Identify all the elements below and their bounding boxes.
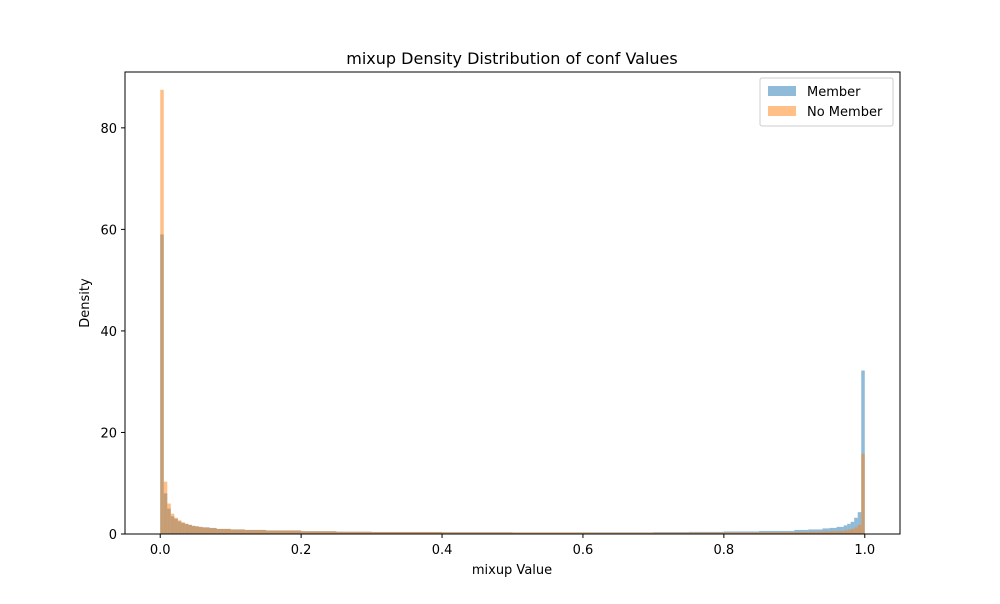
histogram-bar (829, 531, 837, 534)
histogram-bar (301, 531, 337, 534)
x-tick-label: 1.0 (854, 543, 875, 558)
histogram-bar (582, 532, 654, 534)
histogram-bar (336, 531, 372, 534)
histogram-bar (847, 529, 851, 534)
y-tick-label: 0 (109, 528, 117, 543)
histogram-bar (160, 89, 164, 535)
histogram-bar (371, 531, 443, 534)
legend: Member No Member (759, 77, 894, 127)
histogram-bar (857, 512, 862, 534)
histogram-bar (688, 532, 724, 534)
histogram-bar (861, 370, 865, 534)
histogram-bar (822, 531, 830, 534)
histogram-bar (198, 526, 203, 534)
series-no-member (160, 89, 865, 535)
histogram-bar (794, 531, 809, 534)
y-tick-label: 40 (100, 325, 117, 340)
histogram-bar (857, 524, 862, 534)
histogram-bar (836, 526, 844, 534)
histogram-bar (653, 532, 689, 534)
histogram-bar (808, 531, 823, 534)
histogram-bar (181, 522, 185, 534)
histogram-bar (854, 527, 858, 534)
y-axis-label: Density (78, 278, 93, 328)
legend-swatch-no-member (768, 106, 796, 116)
plot-frame (124, 71, 901, 535)
legend-label-member: Member (807, 85, 861, 100)
histogram-bar (512, 532, 583, 534)
y-tick-label: 20 (100, 426, 117, 441)
histogram-bar (829, 527, 837, 534)
histogram-bar (177, 520, 182, 534)
histogram-bar (442, 532, 513, 534)
histogram-bar (723, 532, 760, 534)
x-tick-label: 0.4 (432, 543, 453, 558)
y-tick-label: 80 (100, 122, 117, 137)
histogram-bar (808, 529, 823, 534)
histogram-bar (163, 481, 168, 534)
histogram-bar (861, 453, 865, 534)
histogram-bar (847, 523, 851, 534)
histogram-bar (216, 528, 231, 534)
histogram-bar (174, 517, 178, 534)
x-tick-label: 0.0 (150, 543, 171, 558)
histogram-bar (244, 529, 266, 534)
ticks-layer: 0.0 0.2 0.4 0.6 0.8 1.0 0 20 40 60 80 (100, 122, 875, 558)
x-axis-label: mixup Value (472, 563, 552, 578)
histogram-bar (191, 525, 196, 534)
histogram-bar (843, 530, 848, 534)
histogram-bar (202, 527, 210, 534)
histogram-bar (850, 521, 855, 534)
x-tick-label: 0.6 (573, 543, 594, 558)
histogram-bar (822, 528, 830, 534)
histogram-bar (167, 503, 171, 534)
histogram-bar (170, 513, 175, 534)
chart-title: mixup Density Distribution of conf Value… (346, 49, 677, 68)
x-tick-label: 0.8 (714, 543, 735, 558)
histogram-bar (850, 528, 855, 534)
bars-layer (160, 89, 865, 535)
histogram-bar (854, 517, 858, 534)
x-tick-label: 0.2 (291, 543, 312, 558)
histogram-bar (195, 526, 199, 534)
y-tick-label: 60 (100, 223, 117, 238)
legend-label-no-member: No Member (807, 105, 883, 120)
histogram-bar (230, 529, 245, 534)
histogram-bar (759, 532, 795, 534)
histogram-bar (209, 528, 217, 534)
histogram-bar (836, 530, 844, 534)
histogram-bar (265, 530, 302, 534)
legend-swatch-member (768, 86, 796, 96)
histogram-bar (188, 524, 192, 534)
histogram-bar (843, 525, 848, 534)
histogram-bar (184, 523, 189, 534)
